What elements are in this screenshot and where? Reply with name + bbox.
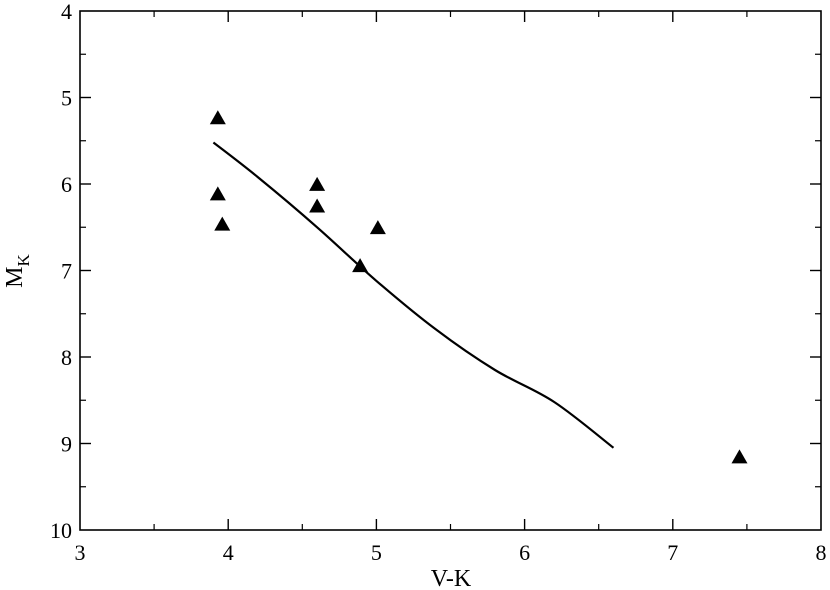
y-tick-label: 5 [61, 86, 72, 111]
y-axis-title-main: M [2, 266, 28, 287]
data-point-triangle [731, 449, 748, 464]
data-point-triangle [209, 110, 226, 125]
y-axis-title-subscript: K [14, 253, 33, 266]
data-point-triangle [214, 216, 231, 231]
plot-area [79, 10, 822, 531]
series-layer [209, 110, 748, 464]
y-tick-label: 8 [61, 345, 72, 370]
data-point-triangle [309, 176, 326, 191]
data-point-triangle [369, 220, 386, 235]
plot-frame [79, 10, 822, 531]
y-axis-ticks: 4 5 6 7 8 9 10 [50, 0, 821, 543]
x-tick-label: 4 [223, 540, 234, 565]
y-tick-label: 7 [61, 259, 72, 284]
y-tick-label: 10 [50, 518, 72, 543]
data-point-triangle [309, 198, 326, 213]
x-tick-label: 5 [371, 540, 382, 565]
y-axis-title: MK [2, 253, 33, 287]
data-point-triangle [209, 186, 226, 201]
x-tick-label: 7 [667, 540, 678, 565]
x-axis-title: V-K [431, 566, 472, 590]
x-tick-label: 6 [519, 540, 530, 565]
x-tick-label: 8 [816, 540, 827, 565]
fit-curve [212, 141, 615, 449]
y-tick-label: 6 [61, 172, 72, 197]
x-axis-ticks: 3 4 5 6 7 8 [75, 11, 827, 565]
y-tick-label: 9 [61, 432, 72, 457]
x-tick-label: 3 [75, 540, 86, 565]
y-tick-label: 4 [61, 0, 72, 24]
